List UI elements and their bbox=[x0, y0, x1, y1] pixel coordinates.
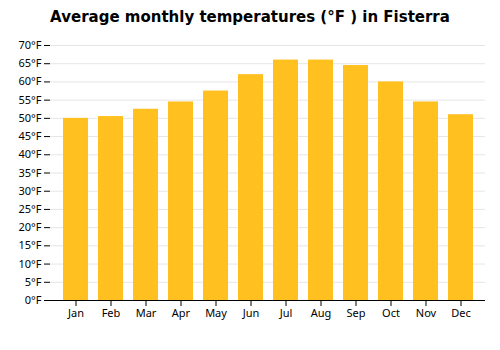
svg-text:60°F: 60°F bbox=[18, 73, 41, 88]
svg-text:Mar: Mar bbox=[136, 305, 157, 320]
svg-text:30°F: 30°F bbox=[18, 183, 41, 198]
html-text:Average monthly temperatures (: Average monthly temperatures (°F ) in Fi… bbox=[50, 8, 450, 26]
svg-text:Dec: Dec bbox=[451, 305, 471, 320]
svg-text:Jun: Jun bbox=[242, 305, 260, 320]
svg-text:20°F: 20°F bbox=[18, 219, 41, 234]
svg-text:Sep: Sep bbox=[346, 305, 365, 320]
svg-text:Nov: Nov bbox=[416, 305, 437, 320]
svg-text:0°F: 0°F bbox=[25, 292, 42, 307]
svg-text:Aug: Aug bbox=[311, 305, 332, 320]
svg-text:55°F: 55°F bbox=[18, 92, 41, 107]
svg-text:70°F: 70°F bbox=[18, 37, 41, 52]
svg-text:Jan: Jan bbox=[67, 305, 84, 320]
svg-text:15°F: 15°F bbox=[18, 237, 41, 252]
svg-text:Jul: Jul bbox=[279, 305, 293, 320]
svg-text:10°F: 10°F bbox=[18, 256, 41, 271]
svg-text:5°F: 5°F bbox=[25, 274, 42, 289]
svg-text:25°F: 25°F bbox=[18, 201, 41, 216]
svg-text:35°F: 35°F bbox=[18, 165, 41, 180]
svg-text:May: May bbox=[205, 305, 227, 320]
svg-text:Oct: Oct bbox=[382, 305, 400, 320]
svg-text:Apr: Apr bbox=[172, 305, 191, 320]
svg-text:Feb: Feb bbox=[102, 305, 121, 320]
svg-text:50°F: 50°F bbox=[18, 110, 41, 125]
svg-text:45°F: 45°F bbox=[18, 128, 41, 143]
svg-text:65°F: 65°F bbox=[18, 55, 41, 70]
svg-text:40°F: 40°F bbox=[18, 146, 41, 161]
